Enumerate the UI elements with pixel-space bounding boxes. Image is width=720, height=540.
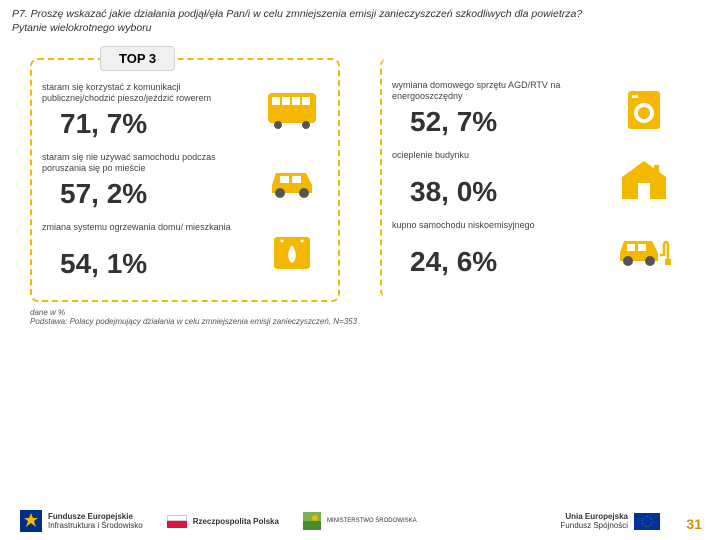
footer-logos: Fundusze Europejskie Infrastruktura i Śr… (0, 510, 720, 532)
fireplace-icon (256, 225, 328, 277)
top3-badge: TOP 3 (100, 46, 175, 71)
right-column: wymiana domowego sprzętu AGD/RTV na ener… (380, 46, 690, 302)
logo1-text: Fundusze Europejskie (48, 512, 143, 521)
car-icon (256, 155, 328, 207)
stat-item: ocieplenie budynku 38, 0% (392, 150, 680, 208)
stat-item: staram się korzystać z komunikacji publi… (42, 82, 328, 140)
item-percent: 71, 7% (42, 108, 256, 140)
page-number: 31 (686, 516, 702, 532)
item-desc: wymiana domowego sprzętu AGD/RTV na ener… (392, 80, 608, 102)
eu-flag-icon (634, 513, 660, 530)
stat-item: zmiana systemu ogrzewania domu/ mieszkan… (42, 222, 328, 280)
item-percent: 52, 7% (392, 106, 608, 138)
electric-car-icon (608, 223, 680, 275)
logo4b-text: Fundusz Spójności (560, 521, 628, 530)
footnote-line1: dane w % (30, 308, 690, 317)
main-content: TOP 3 staram się korzystać z komunikacji… (0, 36, 720, 302)
item-percent: 57, 2% (42, 178, 256, 210)
item-desc: zmiana systemu ogrzewania domu/ mieszkan… (42, 222, 256, 244)
house-icon (608, 153, 680, 205)
logo-rp: Rzeczpospolita Polska (167, 515, 279, 528)
logo4-text: Unia Europejska (560, 512, 628, 521)
stat-item: staram się nie używać samochodu podczas … (42, 152, 328, 210)
footnote-line2: Podstawa: Polacy podejmujący działania w… (30, 317, 690, 326)
footnote: dane w % Podstawa: Polacy podejmujący dz… (0, 302, 720, 326)
question-subtext: Pytanie wielokrotnego wyboru (12, 22, 708, 34)
stat-item: wymiana domowego sprzętu AGD/RTV na ener… (392, 80, 680, 138)
item-percent: 24, 6% (392, 246, 608, 278)
item-percent: 54, 1% (42, 248, 256, 280)
logo-fundusze: Fundusze Europejskie Infrastruktura i Śr… (20, 510, 143, 532)
question-text: P7. Proszę wskazać jakie działania podją… (12, 8, 708, 20)
bus-icon (256, 85, 328, 137)
ministry-icon (303, 512, 321, 530)
top3-box: staram się korzystać z komunikacji publi… (30, 58, 340, 302)
fe-star-icon (20, 510, 42, 532)
logo-ministerstwo: MINISTERSTWO ŚRODOWISKA (303, 512, 417, 530)
logo3-text: MINISTERSTWO ŚRODOWISKA (327, 518, 417, 524)
washer-icon (608, 83, 680, 135)
poland-flag-icon (167, 515, 187, 528)
item-desc: staram się korzystać z komunikacji publi… (42, 82, 256, 104)
item-desc: kupno samochodu niskoemisyjnego (392, 220, 608, 242)
left-column: TOP 3 staram się korzystać z komunikacji… (30, 46, 340, 302)
item-desc: staram się nie używać samochodu podczas … (42, 152, 256, 174)
other-box: wymiana domowego sprzętu AGD/RTV na ener… (380, 58, 690, 298)
item-desc: ocieplenie budynku (392, 150, 608, 172)
logo-ue: Unia Europejska Fundusz Spójności (560, 512, 660, 530)
logo1b-text: Infrastruktura i Środowisko (48, 521, 143, 530)
stat-item: kupno samochodu niskoemisyjnego 24, 6% (392, 220, 680, 278)
logo2-text: Rzeczpospolita Polska (193, 517, 279, 526)
item-percent: 38, 0% (392, 176, 608, 208)
